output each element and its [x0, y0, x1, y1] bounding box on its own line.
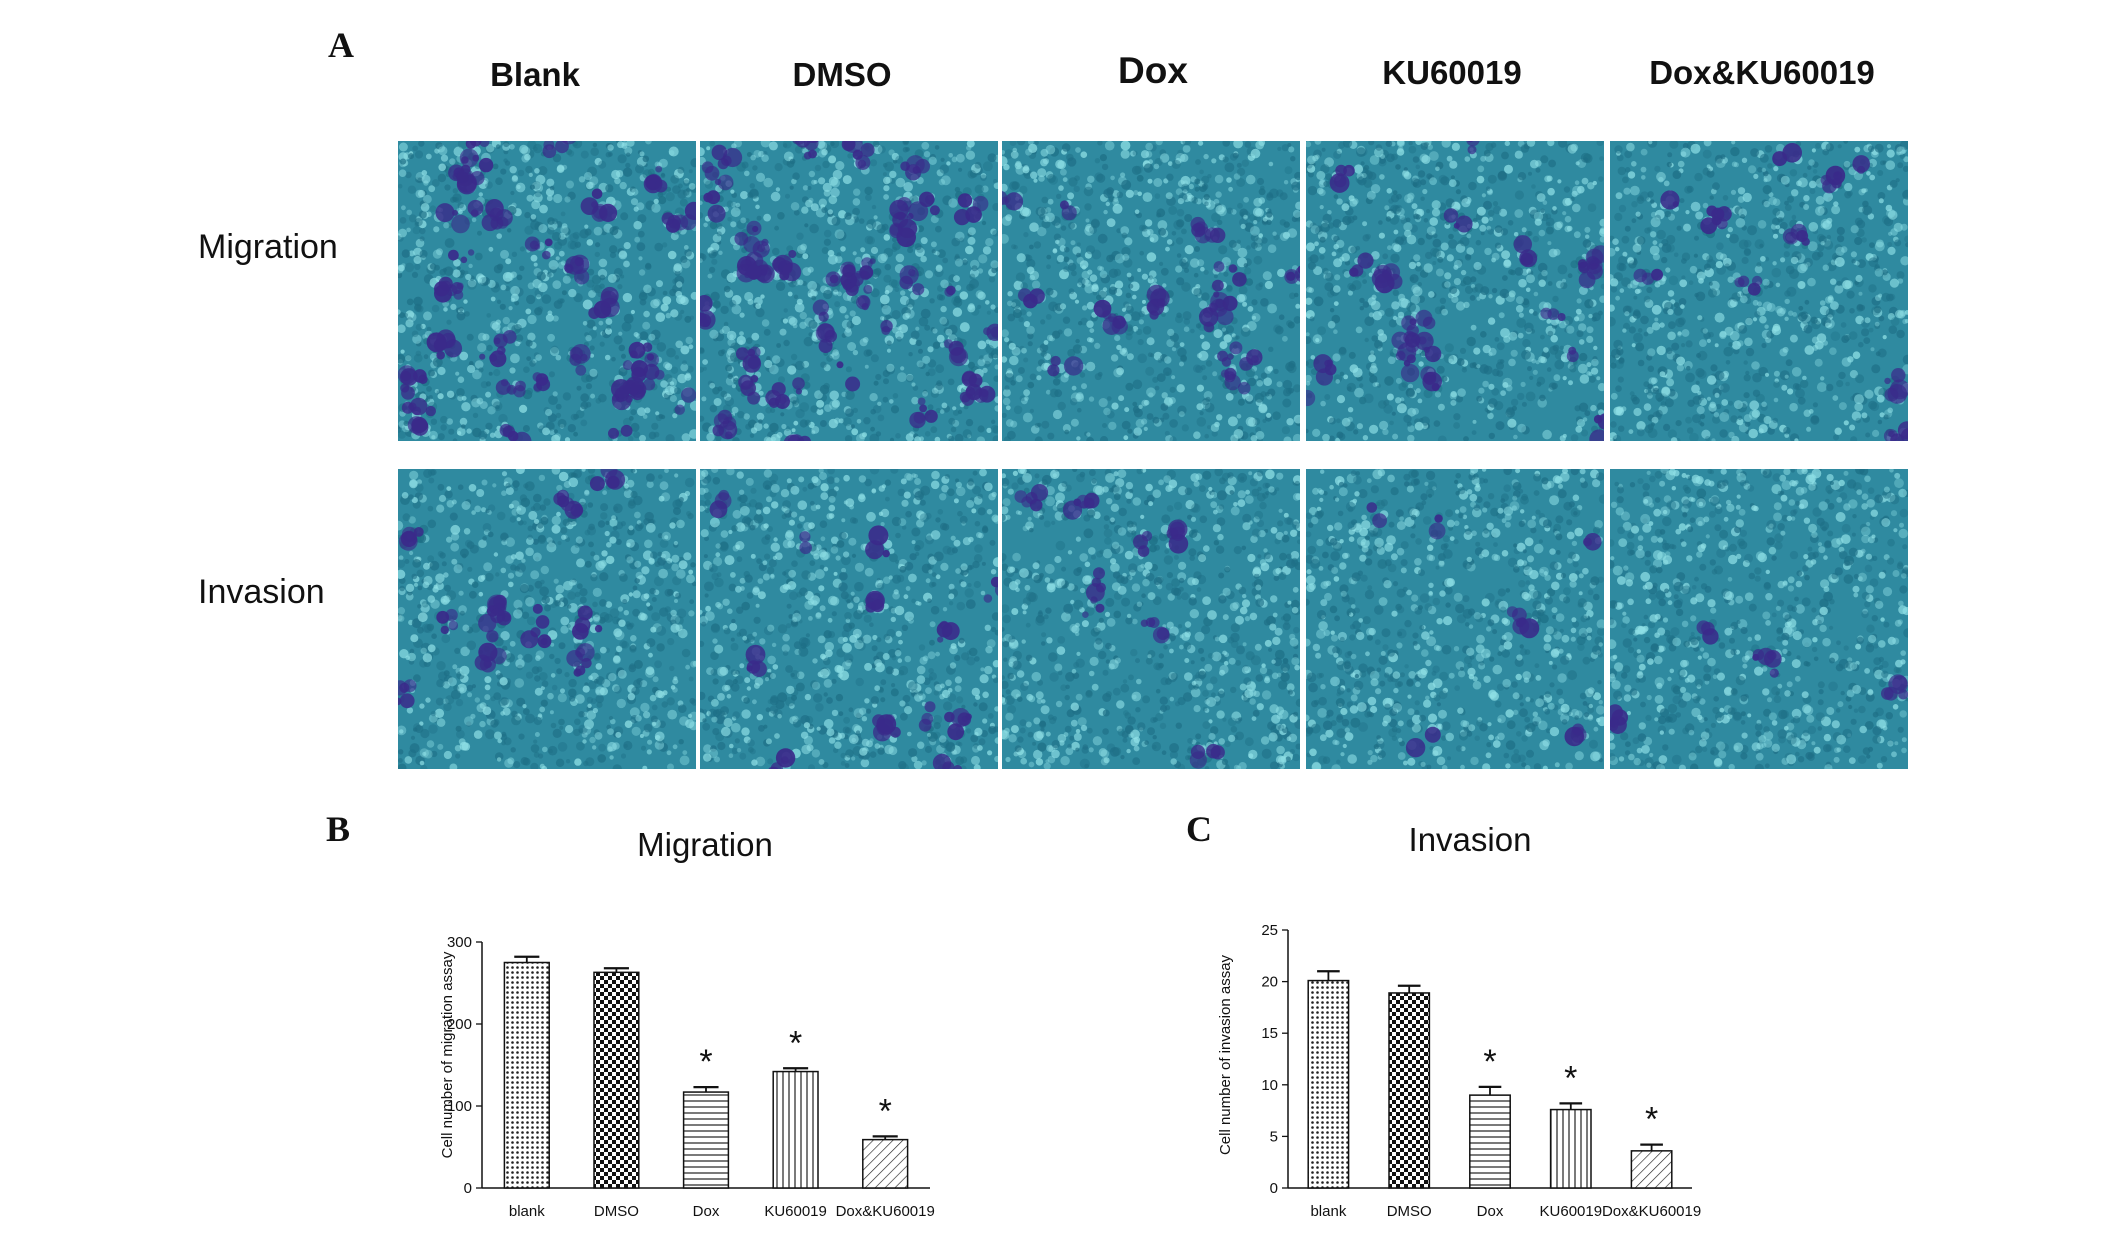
- y-tick-label: 100: [447, 1098, 472, 1115]
- bar-dox-ku60019: [1630, 1150, 1673, 1189]
- bar-ku60019: [1549, 1108, 1592, 1189]
- micrograph-invasion-dox: [1002, 469, 1300, 769]
- micrograph-invasion-dox-ku60019: [1610, 469, 1908, 769]
- micrograph-image: [1610, 141, 1908, 441]
- y-tick-label: 200: [447, 1016, 472, 1033]
- bar-dmso: [593, 971, 640, 1189]
- y-tick-label: 10: [1261, 1077, 1278, 1094]
- significance-marker: *: [789, 1024, 802, 1062]
- micrograph-migration-dmso: [700, 141, 998, 441]
- x-tick-label: KU60019: [1540, 1203, 1603, 1220]
- micrograph-migration-dox-ku60019: [1610, 141, 1908, 441]
- bar-dmso: [1388, 992, 1431, 1189]
- x-tick-label: blank: [509, 1203, 545, 1220]
- micrograph-migration-dox: [1002, 141, 1300, 441]
- column-header-ku60019: KU60019: [1382, 54, 1522, 91]
- bar-dox: [682, 1091, 730, 1189]
- chart-b-title: Migration: [637, 826, 773, 863]
- column-header-dox: Dox: [1118, 50, 1188, 91]
- error-bar: [514, 955, 540, 963]
- micrograph-migration-ku60019: [1306, 141, 1604, 441]
- panel-label-a: A: [328, 25, 354, 65]
- micrograph-image: [398, 141, 696, 441]
- significance-marker: *: [1483, 1043, 1496, 1081]
- x-tick-label: DMSO: [1387, 1203, 1432, 1220]
- error-bar: [1317, 970, 1340, 981]
- y-tick-label: 20: [1261, 974, 1278, 991]
- bar-dox-ku60019: [862, 1138, 909, 1189]
- column-header-dmso: DMSO: [792, 56, 892, 93]
- y-axis-label: Cell number of invasion assay: [1217, 954, 1234, 1155]
- x-tick-label: Dox&KU60019: [1602, 1203, 1701, 1220]
- micrograph-image: [700, 141, 998, 441]
- y-tick-label: 15: [1261, 1025, 1278, 1042]
- micrograph-image: [398, 469, 696, 769]
- migration-bar-chart: Cell number of migration assay 0 100 200 30…: [439, 934, 935, 1220]
- micrograph-image: [1002, 469, 1300, 769]
- significance-marker: *: [1564, 1059, 1577, 1097]
- error-bar: [603, 967, 629, 973]
- bar-blank: [503, 961, 550, 1189]
- error-bar: [1640, 1143, 1663, 1151]
- bar-dox: [1469, 1094, 1511, 1189]
- chart-c-title: Invasion: [1408, 821, 1532, 858]
- x-tick-label: Dox&KU60019: [836, 1203, 935, 1220]
- invasion-bar-chart: Cell number of invasion assay 0 5 10 15 20 25…: [1217, 922, 1701, 1220]
- column-header-blank: Blank: [490, 56, 580, 93]
- micrograph-image: [1610, 469, 1908, 769]
- error-bar: [1559, 1102, 1583, 1110]
- significance-marker: *: [699, 1043, 712, 1081]
- x-tick-label: blank: [1310, 1203, 1346, 1220]
- row-header-invasion: Invasion: [198, 573, 325, 611]
- x-tick-label: DMSO: [594, 1203, 639, 1220]
- significance-marker: *: [1645, 1101, 1658, 1139]
- y-axis-label: Cell number of migration assay: [439, 951, 456, 1158]
- row-header-migration: Migration: [198, 228, 338, 266]
- micrograph-migration-blank: [398, 141, 696, 441]
- y-tick-label: 0: [464, 1180, 472, 1197]
- micrograph-image: [700, 469, 998, 769]
- x-tick-label: Dox: [693, 1203, 720, 1220]
- error-bar: [693, 1086, 719, 1093]
- micrograph-image: [1002, 141, 1300, 441]
- y-tick-label: 0: [1270, 1180, 1278, 1197]
- y-tick-label: 300: [447, 934, 472, 951]
- x-tick-label: Dox: [1477, 1203, 1504, 1220]
- x-tick-label: KU60019: [764, 1203, 827, 1220]
- micrograph-image: [1306, 469, 1604, 769]
- error-bar: [1478, 1085, 1502, 1096]
- panel-label-b: B: [326, 809, 351, 849]
- micrograph-invasion-blank: [398, 469, 696, 769]
- error-bar: [1397, 984, 1421, 993]
- y-tick-label: 5: [1270, 1128, 1278, 1145]
- bar-blank: [1307, 979, 1350, 1189]
- y-tick-label: 25: [1261, 922, 1278, 939]
- micrograph-image: [1306, 141, 1604, 441]
- error-bar: [872, 1135, 898, 1140]
- micrograph-invasion-dmso: [700, 469, 998, 769]
- micrograph-invasion-ku60019: [1306, 469, 1604, 769]
- column-header-dox-ku60019: Dox&KU60019: [1649, 54, 1875, 91]
- significance-marker: *: [879, 1092, 892, 1130]
- panel-label-c: C: [1186, 809, 1212, 849]
- error-bar: [783, 1067, 809, 1072]
- bar-ku60019: [772, 1070, 819, 1189]
